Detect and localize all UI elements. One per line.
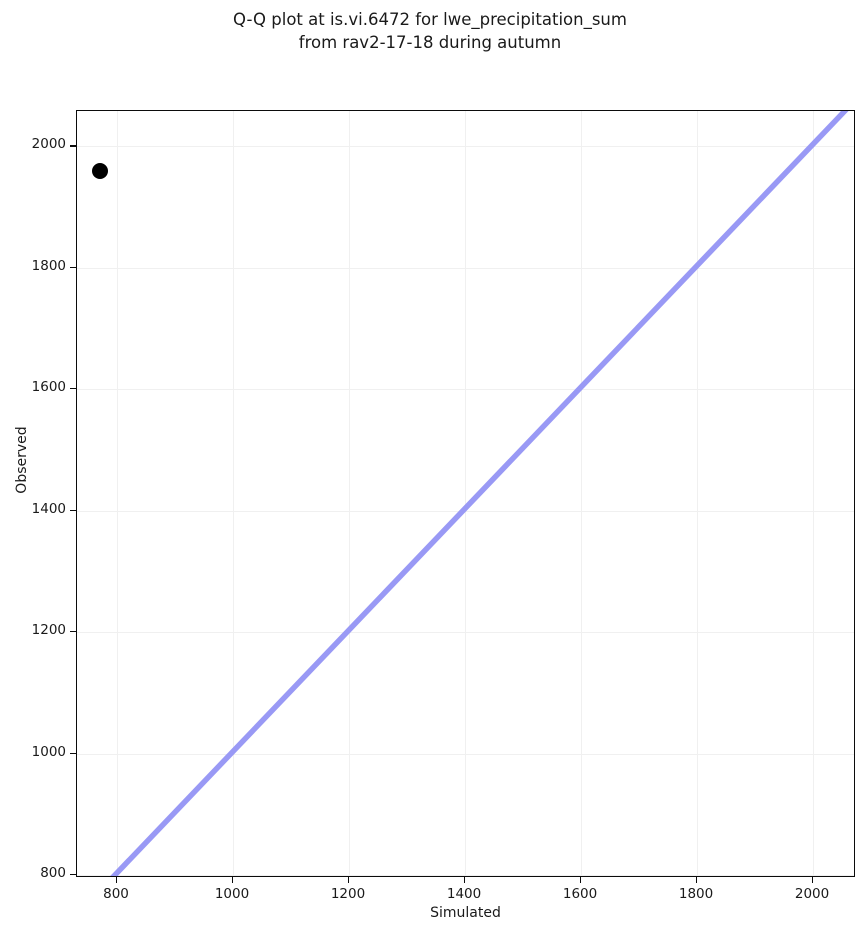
data-point <box>92 163 109 180</box>
y-tick-label: 1200 <box>31 622 66 639</box>
x-tick-label: 1600 <box>562 886 598 902</box>
gridline-vertical <box>349 111 351 876</box>
gridline-horizontal <box>77 753 854 755</box>
x-tick-mark <box>812 877 814 883</box>
x-tick-label: 1200 <box>330 886 366 902</box>
y-tick-mark <box>70 388 76 390</box>
y-tick-mark <box>70 509 76 511</box>
x-tick-label: 2000 <box>794 886 830 902</box>
y-tick-mark <box>70 266 76 268</box>
gridline-vertical <box>697 111 699 876</box>
x-tick-mark <box>116 877 118 883</box>
gridline-vertical <box>813 111 815 876</box>
gridline-horizontal <box>77 267 854 269</box>
y-axis-label: Observed <box>14 426 30 494</box>
x-tick-label: 1400 <box>446 886 482 902</box>
gridline-vertical <box>581 111 583 876</box>
y-tick-label: 2000 <box>31 136 66 153</box>
y-tick-mark <box>70 873 76 876</box>
x-tick-label: 1800 <box>678 886 714 902</box>
gridline-horizontal <box>77 389 854 391</box>
gridline-horizontal <box>77 874 854 876</box>
x-tick-mark <box>580 877 582 883</box>
gridline-horizontal <box>77 632 854 634</box>
x-tick-label: 1000 <box>214 886 250 902</box>
y-tick-mark <box>70 631 76 633</box>
y-tick-label: 1000 <box>31 743 66 760</box>
y-tick-label: 1400 <box>31 500 66 517</box>
x-tick-mark <box>232 877 234 883</box>
y-tick-mark <box>70 752 76 754</box>
x-axis-label: Simulated <box>430 905 501 921</box>
x-tick-mark <box>464 877 466 883</box>
chart-title: Q-Q plot at is.vi.6472 for lwe_precipita… <box>233 10 627 52</box>
one-to-one-reference-line <box>110 111 849 876</box>
y-axis-tick-labels: 800 1000 1200 1400 1600 1800 2000 <box>0 0 66 934</box>
gridline-vertical <box>465 111 467 876</box>
x-tick-mark <box>696 877 698 883</box>
y-tick-label: 800 <box>40 864 66 881</box>
y-tick-label: 1600 <box>31 379 66 396</box>
plot-area <box>76 110 855 877</box>
y-tick-label: 1800 <box>31 257 66 274</box>
x-tick-label: 800 <box>103 886 129 902</box>
gridline-horizontal <box>77 146 854 148</box>
gridline-vertical <box>117 111 119 876</box>
y-tick-mark <box>70 145 76 147</box>
gridline-vertical <box>233 111 235 876</box>
x-tick-mark <box>348 877 350 883</box>
